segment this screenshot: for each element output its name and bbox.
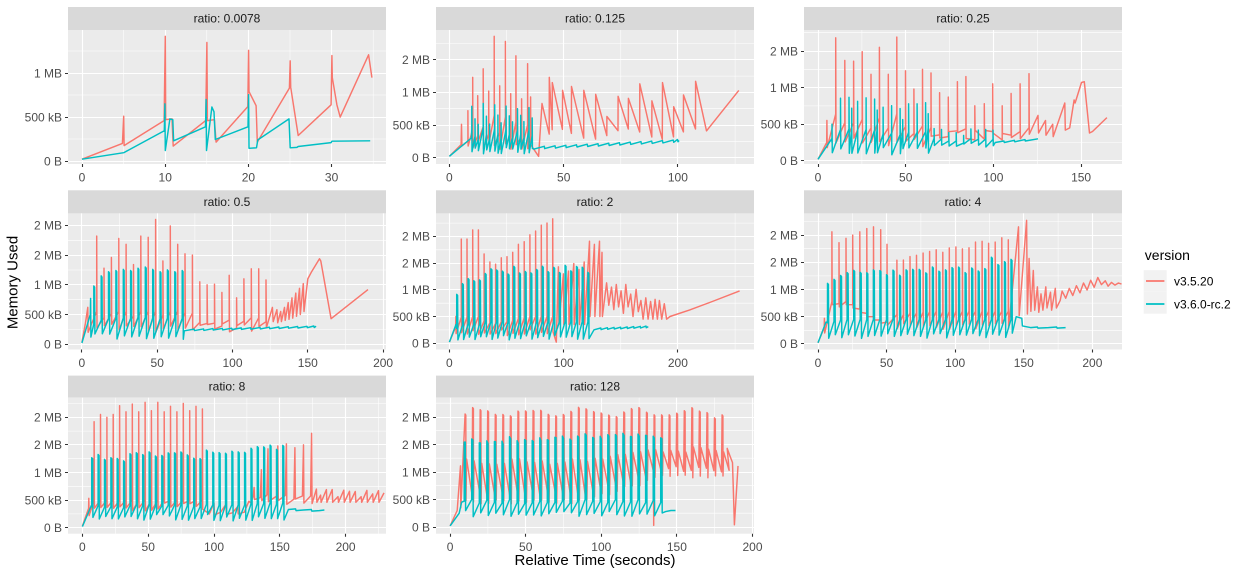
svg-text:v3.6.0-rc.2: v3.6.0-rc.2 [1174, 297, 1231, 311]
svg-text:0: 0 [79, 356, 86, 370]
svg-text:2 MB: 2 MB [770, 44, 798, 58]
svg-text:50: 50 [142, 540, 156, 554]
svg-text:150: 150 [1014, 356, 1034, 370]
svg-text:2 MB: 2 MB [770, 256, 798, 270]
svg-text:2 MB: 2 MB [34, 438, 62, 452]
svg-text:1 MB: 1 MB [402, 86, 430, 100]
svg-text:Relative Time (seconds): Relative Time (seconds) [515, 552, 676, 569]
svg-text:0 B: 0 B [44, 338, 62, 352]
svg-text:2 MB: 2 MB [402, 256, 430, 270]
svg-text:2 MB: 2 MB [402, 438, 430, 452]
svg-text:500 kB: 500 kB [393, 493, 430, 507]
svg-text:200: 200 [668, 356, 688, 370]
svg-text:0: 0 [79, 540, 86, 554]
svg-text:0 B: 0 B [44, 521, 62, 535]
svg-text:Memory Used: Memory Used [5, 236, 22, 329]
svg-text:0 B: 0 B [412, 337, 430, 351]
svg-text:0 B: 0 B [44, 154, 62, 168]
svg-text:2 MB: 2 MB [34, 411, 62, 425]
svg-text:200: 200 [1082, 356, 1102, 370]
svg-text:100: 100 [945, 356, 965, 370]
svg-text:0 B: 0 B [412, 151, 430, 165]
svg-text:version: version [1145, 247, 1190, 263]
svg-text:50: 50 [151, 356, 165, 370]
svg-text:ratio: 128: ratio: 128 [570, 380, 620, 394]
svg-text:0: 0 [446, 356, 453, 370]
svg-text:50: 50 [880, 356, 894, 370]
svg-text:0: 0 [815, 356, 822, 370]
svg-text:50: 50 [899, 170, 913, 184]
svg-text:0 B: 0 B [780, 154, 798, 168]
svg-text:2 MB: 2 MB [770, 228, 798, 242]
svg-text:1 MB: 1 MB [34, 466, 62, 480]
svg-text:1 MB: 1 MB [34, 278, 62, 292]
svg-text:1 MB: 1 MB [770, 81, 798, 95]
svg-text:2 MB: 2 MB [34, 248, 62, 262]
svg-text:0 B: 0 B [412, 520, 430, 534]
svg-text:100: 100 [554, 356, 574, 370]
svg-text:150: 150 [298, 356, 318, 370]
svg-text:500 kB: 500 kB [25, 110, 62, 124]
svg-text:ratio: 2: ratio: 2 [577, 195, 614, 209]
svg-text:0 B: 0 B [780, 337, 798, 351]
svg-text:2 MB: 2 MB [402, 410, 430, 424]
svg-text:1 MB: 1 MB [770, 283, 798, 297]
svg-text:ratio: 4: ratio: 4 [945, 195, 982, 209]
svg-text:1 MB: 1 MB [402, 283, 430, 297]
svg-text:10: 10 [159, 170, 173, 184]
svg-text:150: 150 [1071, 170, 1091, 184]
svg-text:2 MB: 2 MB [402, 230, 430, 244]
svg-text:0: 0 [446, 170, 453, 184]
svg-text:100: 100 [983, 170, 1003, 184]
svg-text:0: 0 [79, 170, 86, 184]
svg-text:100: 100 [591, 540, 611, 554]
svg-text:500 kB: 500 kB [761, 310, 798, 324]
svg-text:50: 50 [519, 540, 533, 554]
svg-text:ratio: 8: ratio: 8 [209, 380, 246, 394]
svg-text:200: 200 [336, 540, 356, 554]
svg-text:50: 50 [557, 170, 571, 184]
svg-text:500 kB: 500 kB [393, 310, 430, 324]
svg-text:1 MB: 1 MB [402, 465, 430, 479]
svg-text:0: 0 [447, 540, 454, 554]
svg-text:100: 100 [222, 356, 242, 370]
svg-text:ratio: 0.0078: ratio: 0.0078 [194, 12, 261, 26]
svg-text:500 kB: 500 kB [393, 118, 430, 132]
svg-text:0: 0 [815, 170, 822, 184]
svg-text:2 MB: 2 MB [402, 53, 430, 67]
svg-text:100: 100 [204, 540, 224, 554]
svg-text:500 kB: 500 kB [25, 493, 62, 507]
svg-text:ratio: 0.125: ratio: 0.125 [565, 12, 625, 26]
svg-text:200: 200 [742, 540, 762, 554]
svg-text:500 kB: 500 kB [761, 118, 798, 132]
svg-text:200: 200 [373, 356, 393, 370]
svg-text:1 MB: 1 MB [34, 66, 62, 80]
svg-text:150: 150 [667, 540, 687, 554]
svg-text:2 MB: 2 MB [34, 219, 62, 233]
svg-text:ratio: 0.25: ratio: 0.25 [936, 12, 990, 26]
svg-text:150: 150 [270, 540, 290, 554]
svg-text:30: 30 [325, 170, 339, 184]
svg-text:ratio: 0.5: ratio: 0.5 [204, 195, 251, 209]
svg-text:v3.5.20: v3.5.20 [1174, 274, 1214, 288]
svg-text:500 kB: 500 kB [25, 308, 62, 322]
svg-text:20: 20 [242, 170, 256, 184]
svg-text:100: 100 [668, 170, 688, 184]
